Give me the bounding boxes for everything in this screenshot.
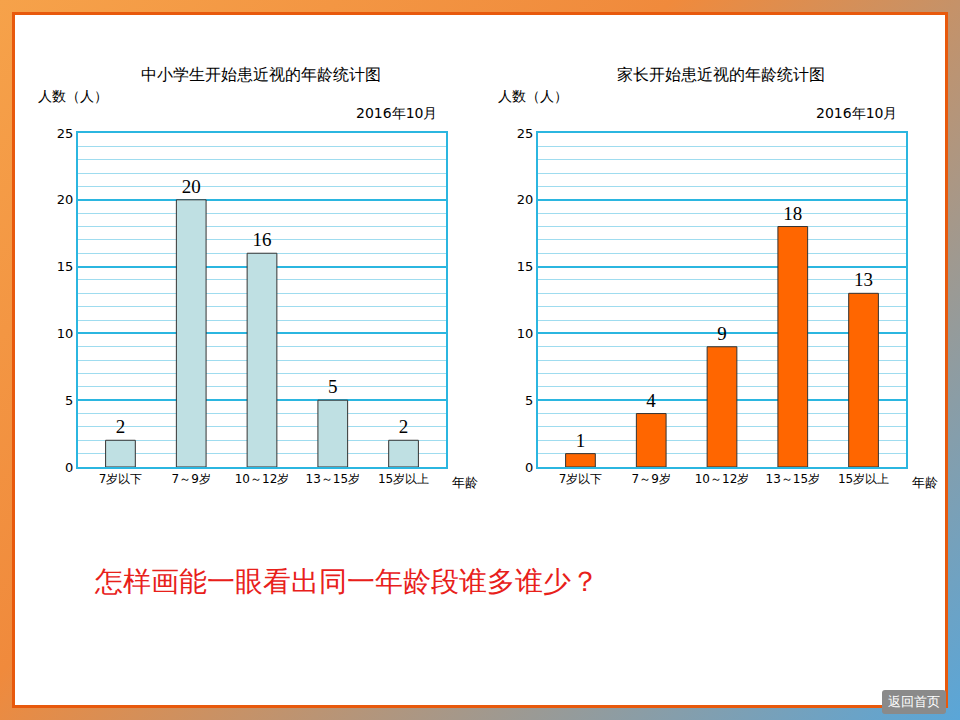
svg-text:10: 10 (57, 326, 74, 341)
svg-text:25: 25 (57, 126, 74, 141)
svg-text:7～9岁: 7～9岁 (632, 472, 671, 486)
svg-text:人数（人）: 人数（人） (498, 88, 568, 104)
svg-text:15岁以上: 15岁以上 (378, 472, 429, 486)
svg-text:20: 20 (517, 192, 534, 207)
svg-text:2016年10月: 2016年10月 (356, 105, 437, 121)
svg-text:1: 1 (576, 430, 586, 451)
html-text:返回首页: 返回首页 (888, 694, 940, 709)
svg-text:13～15岁: 13～15岁 (765, 472, 820, 486)
svg-text:15: 15 (517, 259, 534, 274)
svg-text:0: 0 (65, 460, 73, 475)
svg-text:2016年10月: 2016年10月 (816, 105, 897, 121)
svg-text:13: 13 (854, 269, 873, 290)
svg-text:25: 25 (517, 126, 534, 141)
svg-text:10: 10 (517, 326, 534, 341)
svg-text:15: 15 (57, 259, 74, 274)
svg-text:13～15岁: 13～15岁 (305, 472, 360, 486)
html-text:怎样画能一眼看出同一年龄段谁多谁少？: 怎样画能一眼看出同一年龄段谁多谁少？ (95, 565, 599, 598)
svg-text:年龄: 年龄 (912, 475, 938, 490)
svg-text:20: 20 (57, 192, 74, 207)
svg-text:5: 5 (525, 393, 533, 408)
svg-text:9: 9 (717, 323, 727, 344)
svg-text:10～12岁: 10～12岁 (695, 472, 750, 486)
svg-text:人数（人）: 人数（人） (38, 88, 108, 104)
svg-text:16: 16 (253, 229, 272, 250)
svg-text:7～9岁: 7～9岁 (172, 472, 211, 486)
svg-text:4: 4 (646, 390, 656, 411)
svg-text:家长开始患近视的年龄统计图: 家长开始患近视的年龄统计图 (617, 65, 825, 84)
svg-text:5: 5 (65, 393, 73, 408)
svg-text:2: 2 (399, 416, 409, 437)
svg-text:2: 2 (116, 416, 126, 437)
svg-text:7岁以下: 7岁以下 (559, 472, 603, 486)
svg-text:10～12岁: 10～12岁 (235, 472, 290, 486)
svg-text:15岁以上: 15岁以上 (838, 472, 889, 486)
svg-text:18: 18 (783, 203, 802, 224)
svg-text:0: 0 (525, 460, 533, 475)
svg-text:7岁以下: 7岁以下 (99, 472, 143, 486)
svg-text:20: 20 (182, 176, 201, 197)
svg-text:年龄: 年龄 (452, 475, 478, 490)
svg-text:中小学生开始患近视的年龄统计图: 中小学生开始患近视的年龄统计图 (141, 65, 381, 84)
svg-text:5: 5 (328, 376, 338, 397)
